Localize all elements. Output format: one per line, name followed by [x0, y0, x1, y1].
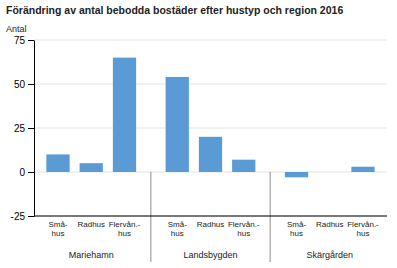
bar	[285, 172, 308, 177]
y-tick-label: 75	[14, 35, 26, 46]
grid-line	[34, 84, 387, 85]
y-axis-line	[34, 41, 35, 217]
category-label: Små-hus	[287, 220, 306, 238]
y-tick-mark	[28, 84, 34, 85]
category-label: Radhus	[316, 220, 344, 229]
group-separator	[270, 172, 271, 262]
y-tick: -25	[11, 211, 34, 222]
y-tick-label: 50	[14, 79, 26, 90]
group-label: Mariehamn	[69, 250, 114, 260]
bar	[199, 137, 222, 172]
y-axis-title: Antal	[6, 24, 27, 34]
y-tick: 50	[14, 79, 34, 90]
group-labels: Mariehamn Landsbygden Skärgården	[69, 250, 353, 260]
category-labels: Små-husRadhusFlervån.-husSmå-husRadhusFl…	[48, 220, 379, 238]
category-label: Små-hus	[168, 220, 187, 238]
y-tick-mark	[28, 216, 34, 217]
grid	[34, 40, 387, 216]
category-label: Flervån.-hus	[347, 220, 379, 238]
bars	[46, 58, 374, 178]
grid-line	[34, 216, 387, 217]
grid-line	[34, 128, 387, 129]
bar	[113, 58, 136, 172]
y-tick-label: 25	[14, 123, 26, 134]
bar	[318, 172, 341, 173]
chart: Förändring av antal bebodda bostäder eft…	[0, 0, 397, 268]
bar	[232, 160, 255, 172]
category-label: Små-hus	[48, 220, 67, 238]
category-label: Flervån.-hus	[228, 220, 260, 238]
group-separator	[150, 172, 151, 262]
category-label: Radhus	[197, 220, 225, 229]
bar	[46, 154, 69, 172]
grid-line	[34, 40, 387, 41]
bar	[80, 163, 103, 172]
group-separators	[151, 172, 270, 262]
y-axis: -25 0 25 50 75	[11, 35, 35, 222]
y-tick: 25	[14, 123, 34, 134]
bar	[166, 77, 189, 172]
group-label: Skärgården	[306, 250, 353, 260]
category-label: Radhus	[77, 220, 105, 229]
y-tick-mark	[28, 172, 34, 173]
y-tick-mark	[28, 40, 34, 41]
y-tick-label: -25	[11, 211, 26, 222]
y-tick-label: 0	[19, 167, 25, 178]
y-tick-mark	[28, 128, 34, 129]
y-tick: 75	[14, 35, 34, 46]
x-axis-line	[34, 216, 387, 217]
category-label: Flervån.-hus	[109, 220, 141, 238]
bar	[351, 167, 374, 172]
group-label: Landsbygden	[183, 250, 237, 260]
y-tick: 0	[19, 167, 34, 178]
title: Förändring av antal bebodda bostäder eft…	[6, 4, 343, 16]
